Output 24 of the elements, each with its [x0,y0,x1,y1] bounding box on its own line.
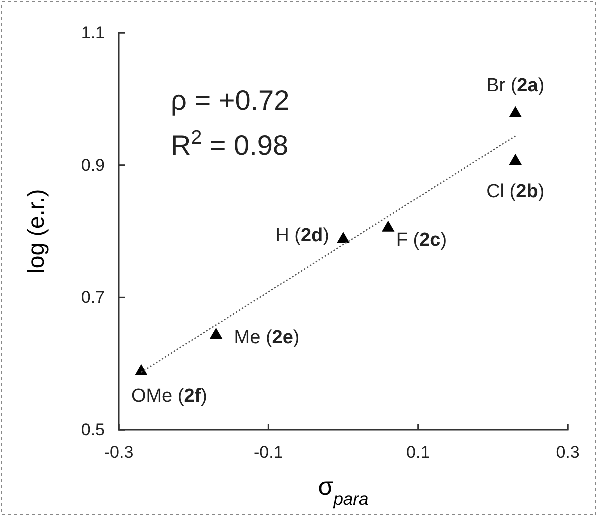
point [382,220,395,232]
annotation: Br (2a) [486,76,545,97]
y-tick-label: 0.5 [81,420,105,440]
x-axis-title: σ$_{para}$ [318,473,369,509]
y-axis-title: log (e.r.) [23,189,49,274]
annotation: ρ = +0.72 [171,85,290,116]
point [337,232,350,244]
point [135,364,148,376]
y-tick-label: 0.9 [81,156,105,175]
point [210,328,223,340]
annotation: R$^{2}$ = 0.98 [171,127,289,161]
y-tick-label: 1.1 [81,23,105,42]
point [509,154,522,166]
point [509,106,522,118]
annotation: H (2d) [276,225,330,246]
x-tick-label: 0.1 [406,443,430,462]
annotation: Me (2e) [234,327,300,348]
x-tick-label: 0.3 [556,443,580,462]
x-tick-label: -0.1 [254,443,284,462]
x-tick-label: -0.3 [104,443,134,462]
annotation: F (2c) [396,230,448,252]
y-tick-label: 0.7 [81,288,105,308]
annotation: Cl (2b) [486,181,545,202]
annotation: OMe (2f) [131,386,208,407]
